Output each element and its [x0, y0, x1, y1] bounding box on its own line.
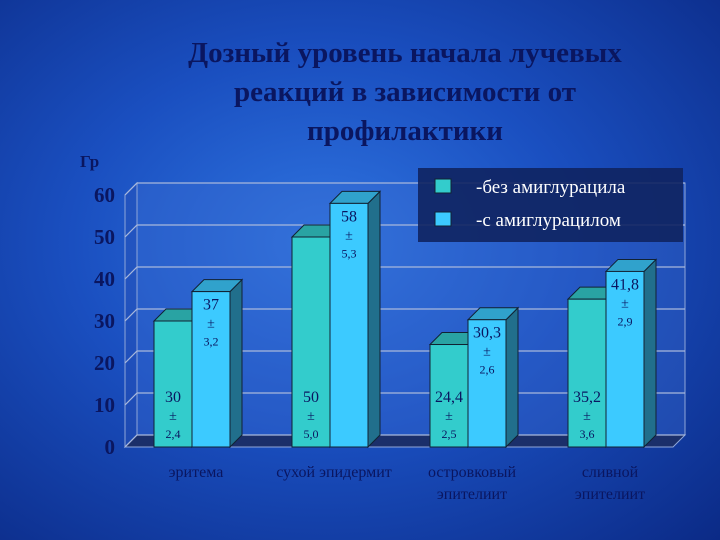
- value-label: 30,3: [473, 325, 501, 342]
- y-tick-label: 40: [94, 267, 115, 291]
- legend-swatch: [434, 211, 452, 227]
- bar: [328, 190, 382, 449]
- legend-label: -с амиглурацилом: [476, 210, 621, 231]
- error-label: 2,4: [166, 427, 181, 441]
- x-tick-label: сухой эпидермит: [276, 464, 392, 481]
- bar-side: [367, 190, 381, 449]
- error-label: 3,2: [204, 335, 219, 349]
- y-tick-label: 60: [94, 183, 115, 207]
- error-sign: ±: [307, 409, 315, 424]
- y-axis-label: Гр: [80, 152, 100, 171]
- error-sign: ±: [345, 228, 353, 243]
- bar-front: [191, 291, 231, 448]
- x-tick-label: сливной эпителиит: [574, 464, 646, 503]
- bar-front: [291, 236, 331, 448]
- bar-front: [467, 319, 507, 448]
- error-sign: ±: [445, 409, 453, 424]
- grid-line: [124, 266, 685, 280]
- y-tick-label: 10: [94, 393, 115, 417]
- value-label: 58: [341, 208, 357, 225]
- y-tick-label: 20: [94, 351, 115, 375]
- legend-label: -без амиглурацила: [476, 177, 626, 198]
- error-label: 2,9: [618, 314, 633, 328]
- error-label: 5,0: [304, 427, 319, 441]
- error-sign: ±: [583, 409, 591, 424]
- error-sign: ±: [621, 296, 629, 311]
- y-tick-label: 30: [94, 309, 115, 333]
- y-tick-label: 50: [94, 225, 115, 249]
- bar-front: [153, 320, 193, 448]
- bar: [604, 258, 658, 449]
- chart-title: Дозный уровень начала лучевых реакций в …: [188, 37, 622, 147]
- error-label: 5,3: [342, 246, 357, 260]
- value-label: 41,8: [611, 276, 639, 293]
- bar-front: [567, 298, 607, 448]
- bar-side: [505, 306, 519, 449]
- y-tick-label: 0: [105, 435, 116, 459]
- error-label: 3,6: [580, 427, 595, 441]
- bar: [190, 278, 244, 449]
- bar-side: [229, 278, 243, 449]
- error-sign: ±: [169, 409, 177, 424]
- bar-front: [605, 270, 645, 448]
- value-label: 35,2: [573, 389, 601, 406]
- value-label: 30: [165, 389, 181, 406]
- value-label: 50: [303, 389, 319, 406]
- bar-side: [643, 258, 657, 449]
- bar: [466, 306, 520, 449]
- x-tick-label: эритема: [168, 464, 224, 481]
- legend-box: [418, 168, 683, 242]
- error-sign: ±: [483, 345, 491, 360]
- x-tick-label: островковый эпителиит: [427, 464, 517, 503]
- bar-front: [329, 202, 369, 448]
- value-label: 37: [203, 297, 219, 314]
- legend-swatch: [434, 178, 452, 194]
- value-label: 24,4: [435, 389, 463, 406]
- error-label: 2,6: [480, 363, 495, 377]
- error-label: 2,5: [442, 427, 457, 441]
- error-sign: ±: [207, 317, 215, 332]
- bar-front: [429, 344, 469, 448]
